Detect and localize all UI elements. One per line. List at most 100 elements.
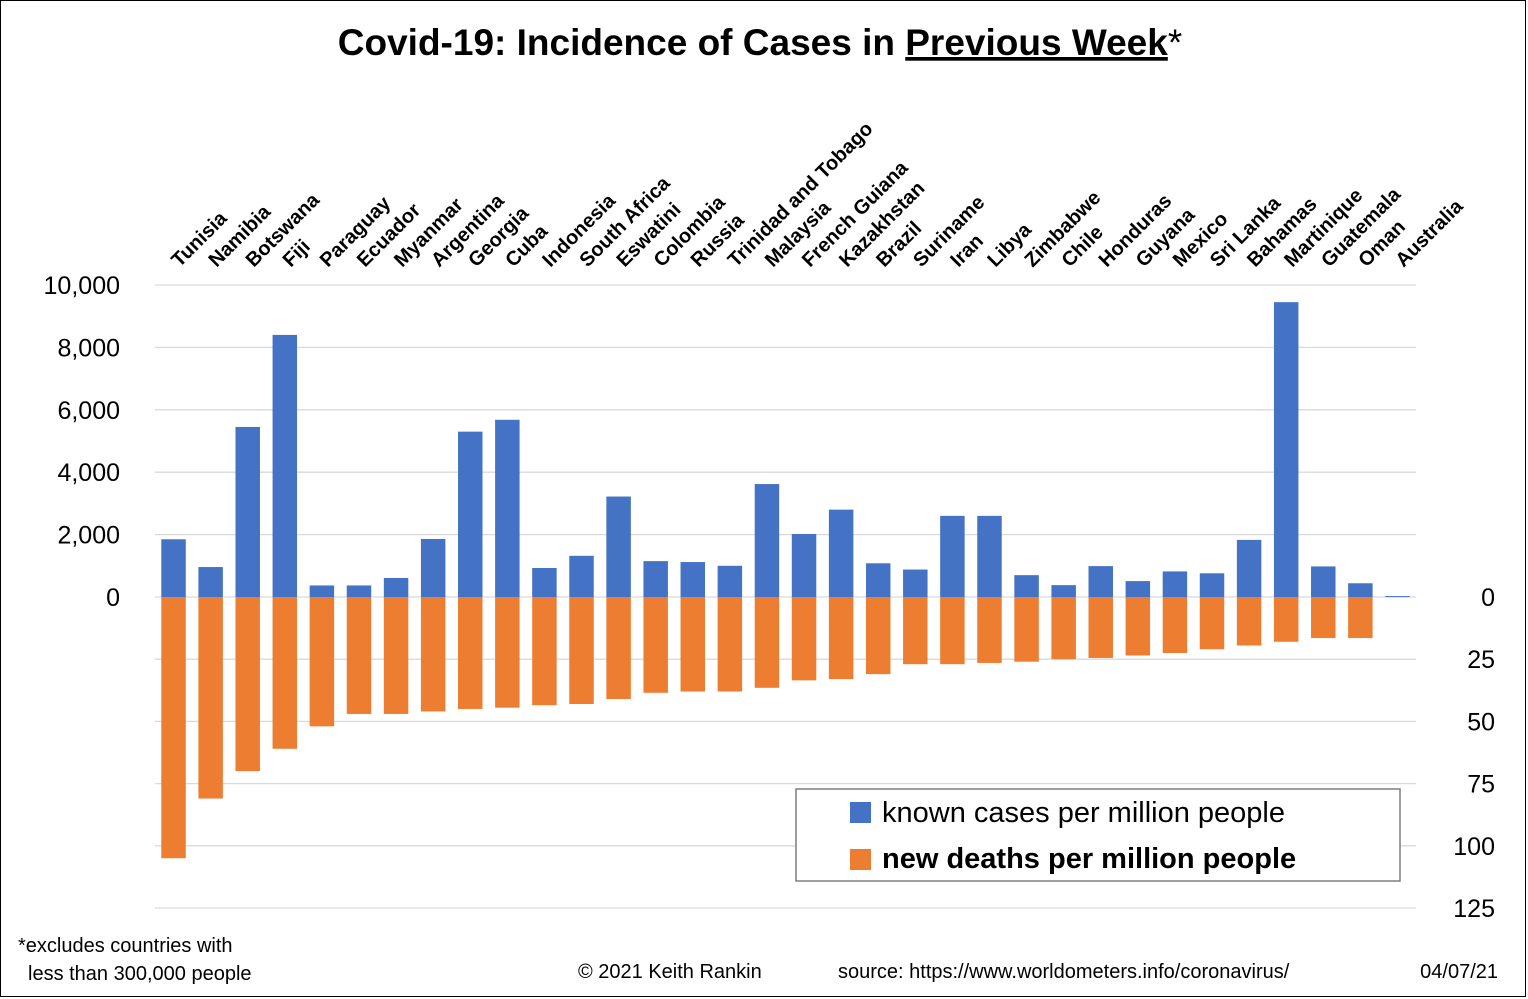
cases-bar bbox=[828, 509, 854, 597]
chart-title-underlined: Previous Week bbox=[905, 22, 1168, 63]
deaths-bar bbox=[383, 597, 409, 714]
cases-bar bbox=[383, 577, 409, 597]
deaths-bar bbox=[828, 597, 854, 680]
left-tick-label: 0 bbox=[106, 584, 120, 612]
legend-label-cases: known cases per million people bbox=[882, 797, 1285, 829]
right-tick-label: 0 bbox=[1481, 584, 1495, 612]
deaths-bar bbox=[606, 597, 631, 700]
bars bbox=[161, 302, 1410, 859]
deaths-bar bbox=[420, 597, 446, 712]
cases-bar bbox=[1088, 566, 1113, 597]
cases-bar bbox=[606, 496, 631, 597]
chart-title: Covid-19: Incidence of Cases in Previous… bbox=[338, 22, 1182, 63]
right-tick-label: 75 bbox=[1467, 771, 1495, 799]
cases-bar bbox=[680, 562, 706, 597]
cases-bar bbox=[1199, 573, 1225, 597]
date-text: 04/07/21 bbox=[1420, 961, 1498, 983]
deaths-bar bbox=[1311, 597, 1336, 639]
cases-bar bbox=[865, 563, 891, 597]
cases-bar bbox=[569, 555, 594, 597]
deaths-bar bbox=[1273, 597, 1299, 642]
left-axis-ticks: 10,000 8,000 6,000 4,000 2,000 0 bbox=[44, 272, 120, 612]
cases-bar bbox=[1051, 585, 1076, 597]
legend-swatch-deaths bbox=[850, 849, 871, 870]
deaths-bar bbox=[940, 597, 965, 665]
deaths-bar bbox=[643, 597, 668, 693]
deaths-bar bbox=[1162, 597, 1188, 653]
deaths-bar bbox=[717, 597, 743, 692]
deaths-bar bbox=[161, 597, 186, 859]
right-tick-label: 125 bbox=[1453, 895, 1495, 923]
right-axis-ticks: 0 25 50 75 100 125 bbox=[1453, 584, 1495, 923]
deaths-bar bbox=[309, 597, 335, 727]
right-tick-label: 100 bbox=[1453, 833, 1495, 861]
deaths-bar bbox=[532, 597, 557, 706]
deaths-bar bbox=[495, 597, 520, 708]
deaths-bar bbox=[1348, 597, 1373, 639]
cases-bar bbox=[1385, 596, 1410, 598]
cases-bar bbox=[235, 426, 260, 597]
deaths-bar bbox=[1199, 597, 1225, 650]
left-tick-label: 2,000 bbox=[57, 522, 120, 550]
cases-bar bbox=[1014, 575, 1039, 597]
cases-bar bbox=[1125, 581, 1151, 597]
deaths-bar bbox=[680, 597, 706, 692]
deaths-bar bbox=[1088, 597, 1113, 658]
cases-bar bbox=[458, 431, 483, 597]
cases-bar bbox=[1311, 566, 1336, 597]
deaths-bar bbox=[754, 597, 780, 688]
legend-swatch-cases bbox=[850, 802, 871, 823]
deaths-bar bbox=[1125, 597, 1151, 656]
deaths-bar bbox=[458, 597, 483, 709]
cases-bar bbox=[643, 561, 668, 597]
footnote-line-2: less than 300,000 people bbox=[28, 963, 252, 985]
deaths-bar bbox=[346, 597, 372, 714]
cases-bar bbox=[1348, 583, 1373, 597]
cases-bar bbox=[791, 533, 817, 597]
deaths-bar bbox=[1014, 597, 1039, 662]
cases-bar bbox=[1273, 302, 1299, 597]
right-tick-label: 25 bbox=[1467, 646, 1495, 674]
deaths-bar bbox=[1051, 597, 1076, 660]
legend: known cases per million people new death… bbox=[795, 788, 1401, 882]
cases-bar bbox=[717, 565, 743, 597]
right-tick-label: 50 bbox=[1467, 708, 1495, 736]
left-tick-label: 6,000 bbox=[57, 397, 120, 425]
deaths-bar bbox=[198, 597, 223, 799]
legend-box bbox=[795, 788, 1401, 882]
cases-bar bbox=[977, 515, 1002, 597]
cases-bar bbox=[1236, 539, 1262, 597]
footnote-line-1: *excludes countries with bbox=[18, 935, 233, 957]
left-tick-label: 4,000 bbox=[57, 459, 120, 487]
deaths-bar bbox=[272, 597, 298, 749]
legend-label-deaths: new deaths per million people bbox=[882, 843, 1296, 875]
deaths-bar bbox=[791, 597, 817, 681]
cases-bar bbox=[346, 585, 372, 597]
cases-bar bbox=[1162, 571, 1188, 597]
cases-bar bbox=[272, 334, 298, 597]
chart-title-suffix: * bbox=[1168, 22, 1182, 63]
deaths-bar bbox=[1236, 597, 1262, 646]
cases-bar bbox=[940, 515, 965, 597]
left-tick-label: 8,000 bbox=[57, 334, 120, 362]
cases-bar bbox=[754, 484, 780, 597]
cases-bar bbox=[198, 567, 223, 597]
chart-title-main: Covid-19: Incidence of Cases in bbox=[338, 22, 905, 63]
cases-bar bbox=[161, 539, 186, 597]
source-text: source: https://www.worldometers.info/co… bbox=[838, 961, 1290, 983]
deaths-bar bbox=[977, 597, 1002, 663]
deaths-bar bbox=[865, 597, 891, 675]
deaths-bar bbox=[235, 597, 260, 772]
credit-text: © 2021 Keith Rankin bbox=[578, 961, 762, 983]
deaths-bar bbox=[903, 597, 928, 665]
cases-bar bbox=[532, 567, 557, 597]
cases-bar bbox=[420, 538, 446, 597]
cases-bar bbox=[495, 419, 520, 597]
deaths-bar bbox=[569, 597, 594, 704]
cases-bar bbox=[903, 569, 928, 597]
left-tick-label: 10,000 bbox=[44, 272, 120, 300]
cases-bar bbox=[309, 585, 335, 597]
